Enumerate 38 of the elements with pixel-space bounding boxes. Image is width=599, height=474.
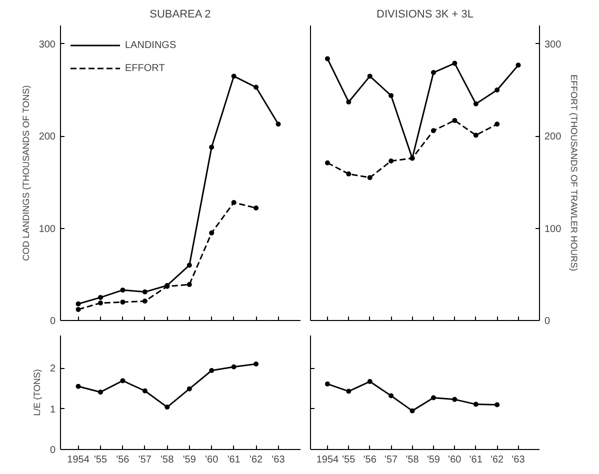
chart-title: SUBAREA 2: [150, 8, 211, 20]
x-tick-label: '56: [363, 454, 377, 466]
y-tick-label: 2: [50, 364, 56, 375]
y-tick-label: 300: [544, 39, 562, 50]
x-tick-label: '55: [342, 454, 356, 466]
x-tick-label: 1954: [316, 454, 340, 466]
x-tick-label: '60: [205, 454, 219, 466]
x-tick-label: '60: [448, 454, 462, 466]
x-tick-label: '61: [469, 454, 483, 466]
x-tick-label: '56: [116, 454, 130, 466]
y-tick-label: 300: [38, 39, 56, 50]
x-tick-label: '59: [182, 454, 196, 466]
x-tick-label: '62: [490, 454, 504, 466]
y-axis-title: EFFORT (THOUSANDS OF TRAWLER HOURS): [569, 74, 580, 272]
y-tick-label: 0: [544, 316, 550, 327]
y-tick-label: 1: [50, 404, 56, 416]
x-tick-label: '58: [160, 454, 174, 466]
x-tick-label: '63: [272, 454, 286, 466]
x-tick-label: '57: [138, 454, 152, 466]
legend-label: LANDINGS: [125, 40, 176, 50]
y-tick-label: 100: [544, 224, 562, 235]
x-tick-label: '58: [406, 454, 420, 466]
y-axis-title: COD LANDINGS (THOUSANDS OF TONS): [20, 85, 31, 261]
x-tick-label: '61: [227, 454, 241, 466]
y-tick-label: 100: [38, 224, 56, 235]
y-axis-title: L/E (TONS): [32, 369, 42, 416]
y-tick-label: 0: [50, 445, 56, 456]
y-tick-label: 0: [50, 316, 56, 327]
x-tick-label: '57: [384, 454, 398, 466]
x-tick-label: '63: [512, 454, 526, 466]
x-tick-label: '55: [94, 454, 108, 466]
y-tick-label: 200: [38, 132, 56, 143]
legend-label: EFFORT: [125, 62, 165, 74]
x-tick-label: '59: [426, 454, 440, 466]
x-tick-label: 1954: [67, 454, 90, 466]
chart-title: DIVISIONS 3K + 3L: [376, 8, 474, 20]
y-tick-label: 200: [544, 132, 562, 143]
x-tick-label: '62: [250, 454, 264, 466]
